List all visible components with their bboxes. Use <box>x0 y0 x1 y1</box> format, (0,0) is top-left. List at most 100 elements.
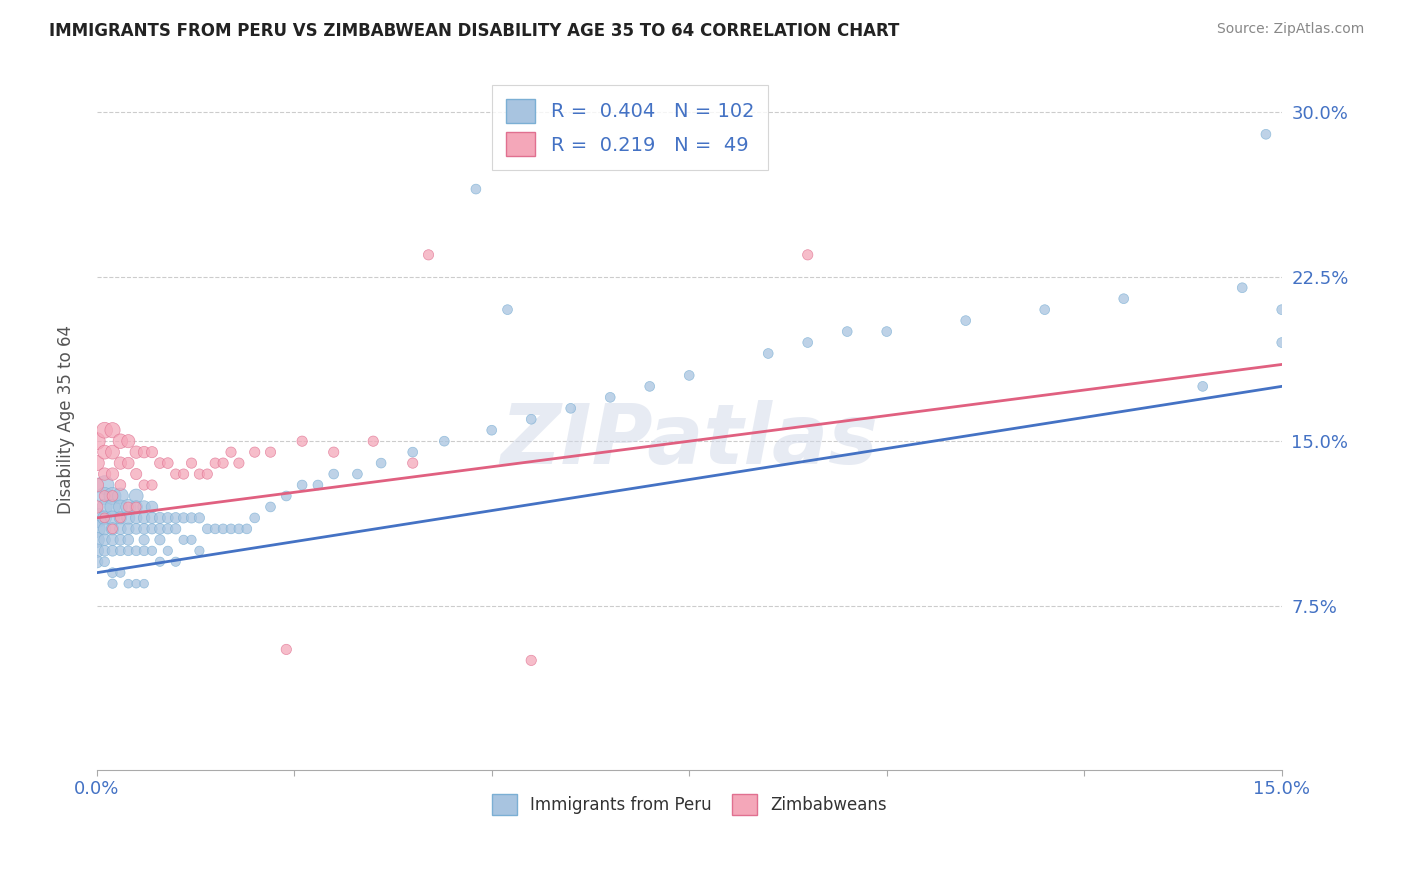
Point <box>156 456 179 470</box>
Point <box>101 489 124 503</box>
Point <box>180 511 202 525</box>
Point <box>110 511 132 525</box>
Point <box>86 478 108 492</box>
Point <box>1033 302 1056 317</box>
Point <box>101 576 124 591</box>
Text: Source: ZipAtlas.com: Source: ZipAtlas.com <box>1216 22 1364 37</box>
Point <box>86 543 108 558</box>
Point <box>117 511 139 525</box>
Point <box>212 456 235 470</box>
Point <box>93 500 115 514</box>
Point <box>599 390 621 404</box>
Point <box>188 467 211 481</box>
Point <box>955 313 977 327</box>
Point <box>132 500 155 514</box>
Point <box>101 533 124 547</box>
Point <box>110 511 132 525</box>
Point <box>101 489 124 503</box>
Point <box>93 489 115 503</box>
Point <box>204 522 226 536</box>
Point <box>86 555 108 569</box>
Point <box>110 500 132 514</box>
Point <box>125 467 148 481</box>
Point <box>125 489 148 503</box>
Point <box>101 543 124 558</box>
Point <box>165 511 187 525</box>
Point <box>173 511 195 525</box>
Point <box>132 533 155 547</box>
Point <box>560 401 582 416</box>
Point <box>86 511 108 525</box>
Point <box>110 543 132 558</box>
Point <box>93 522 115 536</box>
Point <box>1112 292 1135 306</box>
Point <box>93 543 115 558</box>
Point <box>322 467 344 481</box>
Point <box>796 248 818 262</box>
Point <box>117 500 139 514</box>
Point <box>219 445 242 459</box>
Point <box>132 445 155 459</box>
Point <box>117 576 139 591</box>
Point <box>188 543 211 558</box>
Point <box>149 533 172 547</box>
Point <box>132 511 155 525</box>
Point <box>638 379 661 393</box>
Point <box>165 555 187 569</box>
Point <box>195 467 218 481</box>
Point <box>756 346 779 360</box>
Point <box>101 522 124 536</box>
Point <box>418 248 440 262</box>
Point <box>86 500 108 514</box>
Point <box>125 511 148 525</box>
Point <box>291 434 314 449</box>
Point <box>496 302 519 317</box>
Point <box>101 445 124 459</box>
Point <box>433 434 456 449</box>
Text: ZIPatlas: ZIPatlas <box>501 400 879 481</box>
Point <box>837 325 859 339</box>
Point <box>173 467 195 481</box>
Point <box>243 445 266 459</box>
Point <box>204 456 226 470</box>
Point <box>402 456 425 470</box>
Point <box>1232 281 1254 295</box>
Point <box>212 522 235 536</box>
Point <box>1271 335 1294 350</box>
Point <box>132 576 155 591</box>
Point <box>110 478 132 492</box>
Point <box>93 555 115 569</box>
Point <box>125 576 148 591</box>
Point <box>110 522 132 536</box>
Point <box>86 533 108 547</box>
Point <box>93 489 115 503</box>
Point <box>86 434 108 449</box>
Point <box>110 533 132 547</box>
Point <box>117 456 139 470</box>
Point <box>141 500 163 514</box>
Text: IMMIGRANTS FROM PERU VS ZIMBABWEAN DISABILITY AGE 35 TO 64 CORRELATION CHART: IMMIGRANTS FROM PERU VS ZIMBABWEAN DISAB… <box>49 22 900 40</box>
Point <box>93 478 115 492</box>
Point <box>117 434 139 449</box>
Point <box>117 500 139 514</box>
Point <box>93 445 115 459</box>
Point <box>141 543 163 558</box>
Point <box>678 368 700 383</box>
Legend: Immigrants from Peru, Zimbabweans: Immigrants from Peru, Zimbabweans <box>482 784 897 825</box>
Point <box>228 456 250 470</box>
Point <box>125 500 148 514</box>
Point <box>117 533 139 547</box>
Point <box>101 566 124 580</box>
Point <box>156 511 179 525</box>
Point <box>125 445 148 459</box>
Point <box>195 522 218 536</box>
Point <box>520 412 543 426</box>
Point <box>141 445 163 459</box>
Point <box>796 335 818 350</box>
Point <box>243 511 266 525</box>
Point <box>86 522 108 536</box>
Point <box>307 478 329 492</box>
Point <box>149 456 172 470</box>
Point <box>276 642 298 657</box>
Point <box>188 511 211 525</box>
